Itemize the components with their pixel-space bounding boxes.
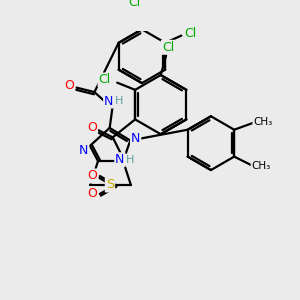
Text: N: N xyxy=(115,153,124,166)
Text: Cl: Cl xyxy=(98,74,111,86)
Text: Cl: Cl xyxy=(129,0,141,9)
Text: CH₃: CH₃ xyxy=(251,161,271,172)
Text: N: N xyxy=(104,94,113,107)
Text: CH₃: CH₃ xyxy=(253,117,272,127)
Text: O: O xyxy=(87,121,97,134)
Text: H: H xyxy=(126,155,134,165)
Text: O: O xyxy=(88,169,98,182)
Text: N: N xyxy=(79,144,88,157)
Text: N: N xyxy=(131,132,140,145)
Text: O: O xyxy=(64,79,74,92)
Text: H: H xyxy=(115,96,124,106)
Text: Cl: Cl xyxy=(162,41,174,54)
Text: S: S xyxy=(106,178,114,191)
Text: Cl: Cl xyxy=(184,27,196,40)
Text: O: O xyxy=(88,188,98,200)
